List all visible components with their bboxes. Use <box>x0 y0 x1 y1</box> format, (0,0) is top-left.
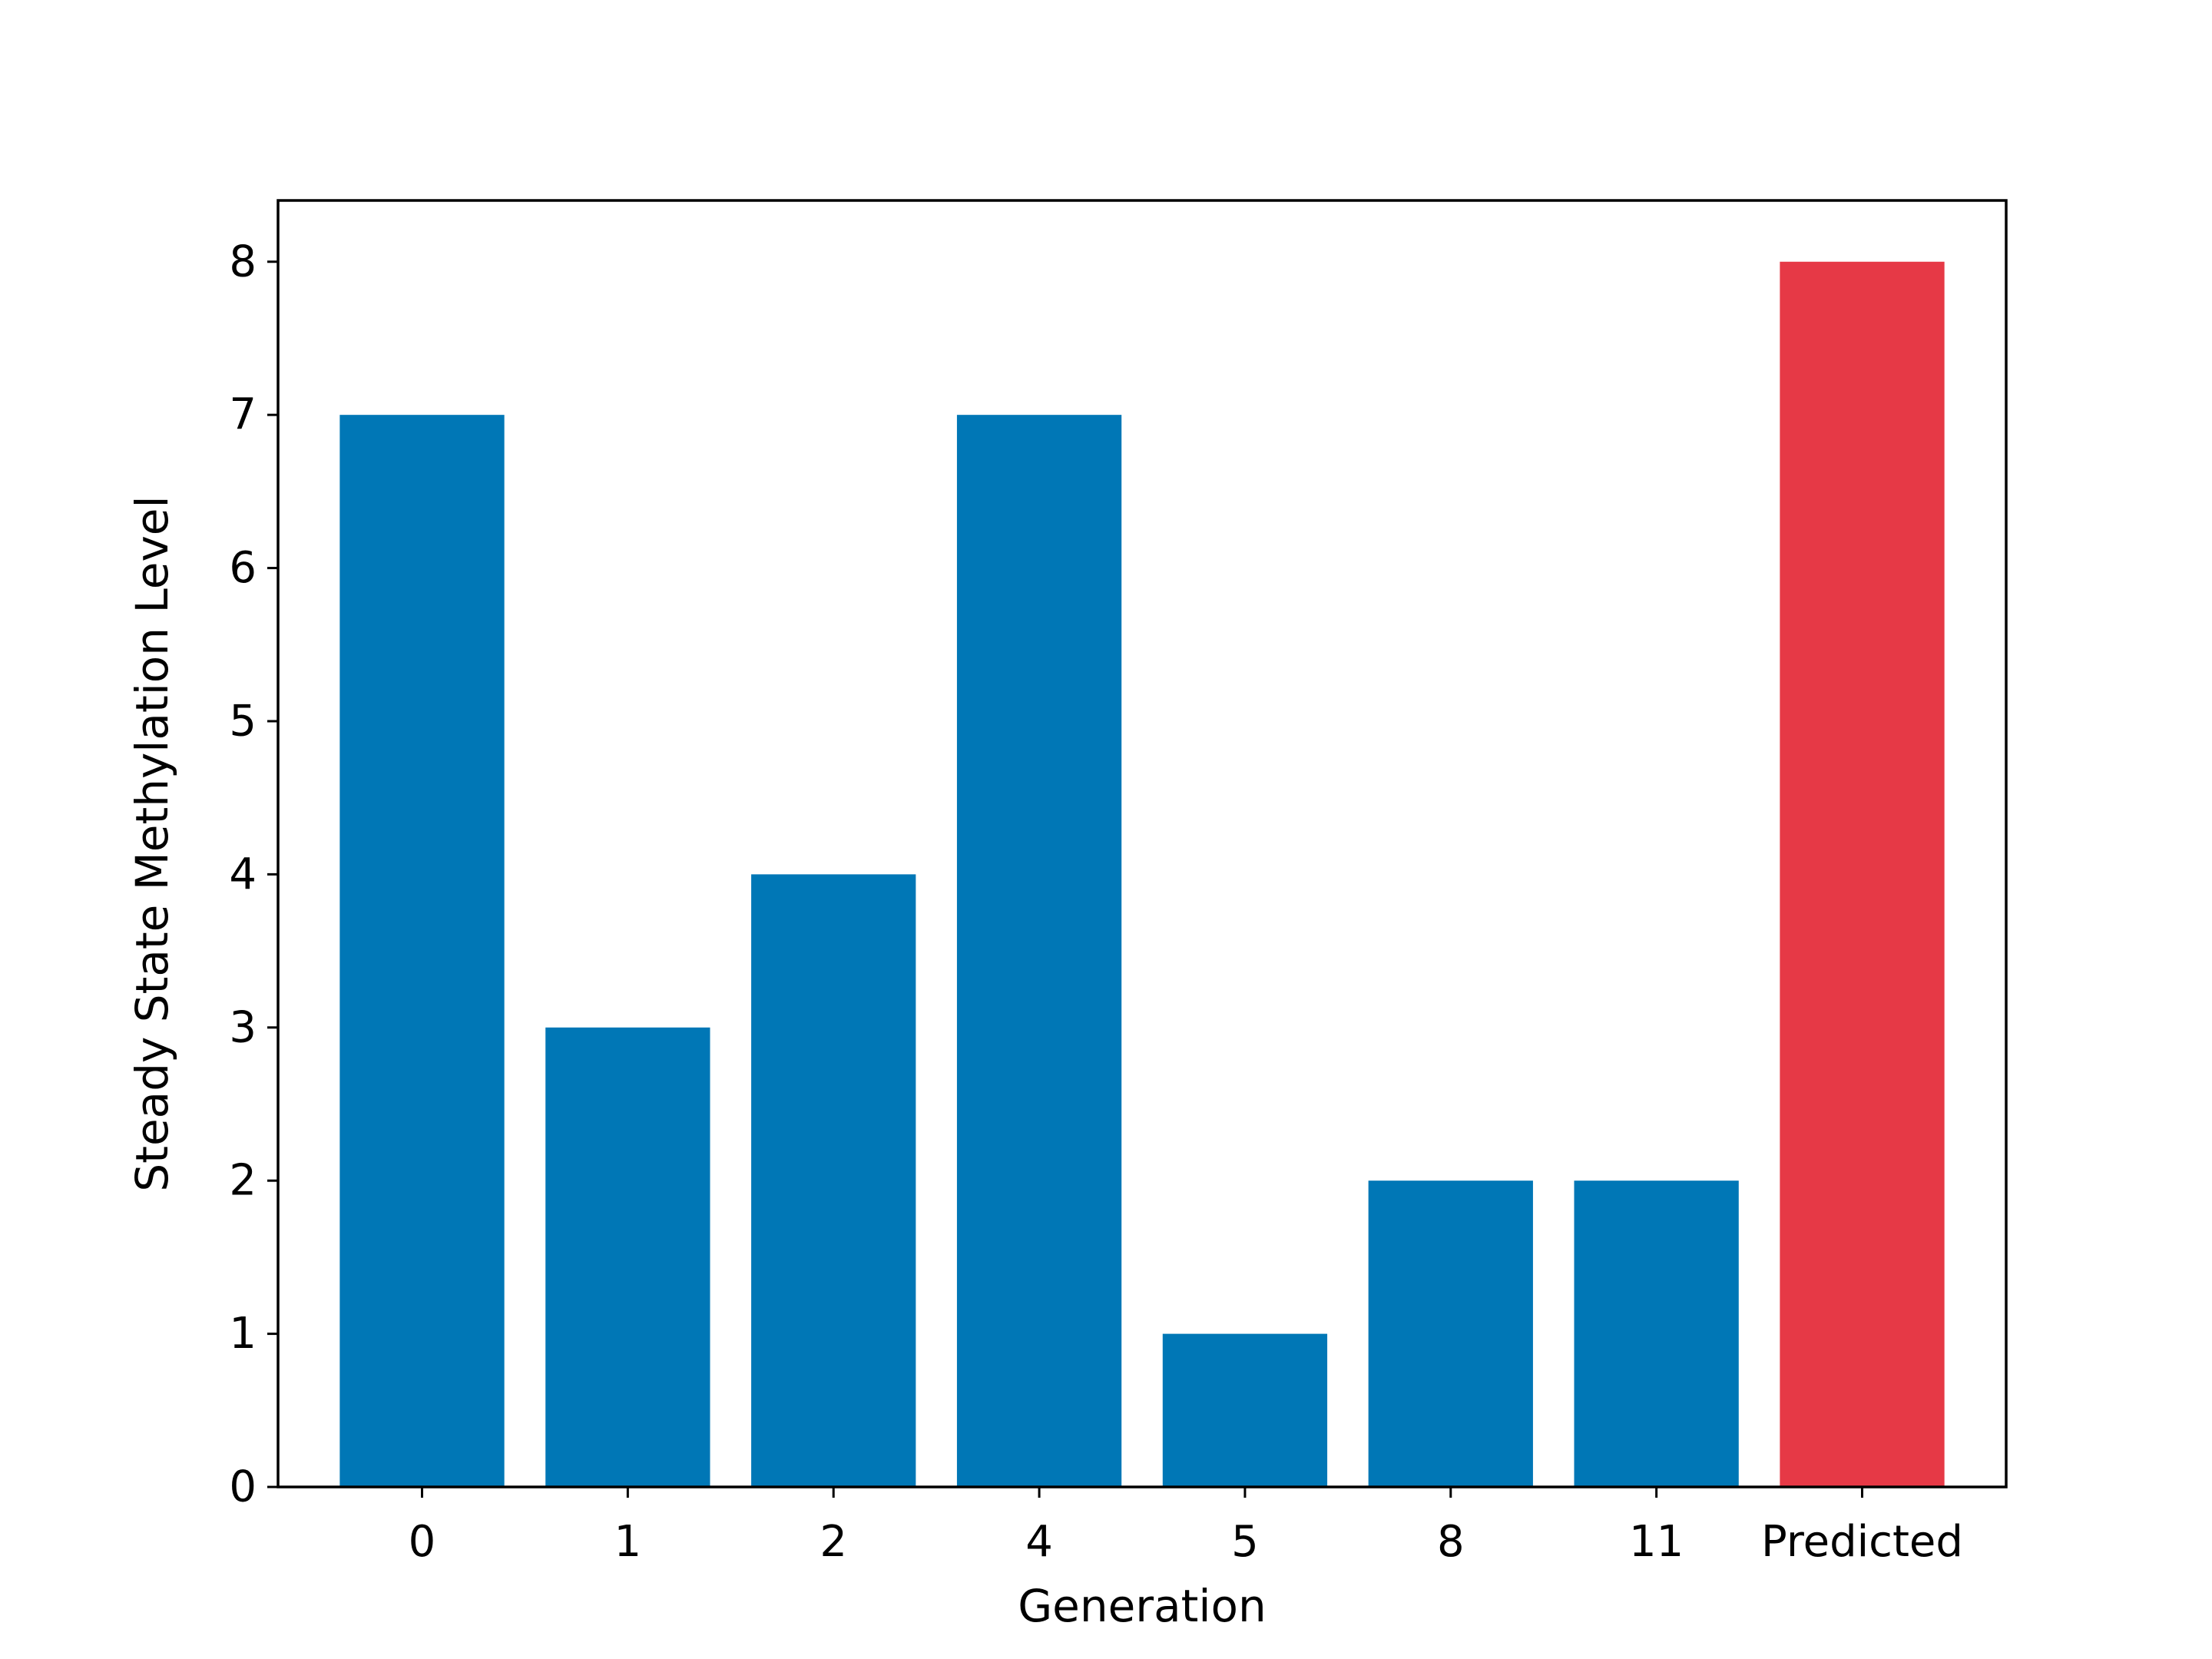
x-tick-label: 0 <box>409 1517 436 1567</box>
y-tick-label: 6 <box>229 543 257 593</box>
x-tick-label: 2 <box>820 1517 847 1567</box>
y-tick-label: 5 <box>229 696 257 746</box>
x-tick-label: Predicted <box>1761 1517 1963 1567</box>
x-axis-ticks: 0 1 2 4 5 8 11 Predicted <box>409 1487 1963 1567</box>
y-tick-label: 2 <box>229 1156 257 1206</box>
y-tick-label: 1 <box>229 1309 257 1359</box>
x-tick-label: 8 <box>1437 1517 1465 1567</box>
bar-11 <box>1574 1181 1739 1487</box>
x-tick-label: 5 <box>1231 1517 1259 1567</box>
bar-8 <box>1368 1181 1533 1487</box>
bar-2 <box>751 874 916 1487</box>
x-axis-label: Generation <box>1018 1580 1267 1632</box>
bar-series <box>339 261 1945 1487</box>
x-tick-label: 4 <box>1025 1517 1053 1567</box>
bar-5 <box>1162 1333 1328 1487</box>
plot-frame <box>276 199 2008 1488</box>
bar-0 <box>339 415 505 1487</box>
bar-1 <box>545 1027 710 1487</box>
y-axis-ticks: 0 1 2 3 4 5 6 7 8 <box>229 237 278 1512</box>
y-tick-label: 7 <box>229 390 257 440</box>
x-tick-label: 11 <box>1629 1517 1684 1567</box>
y-tick-label: 4 <box>229 849 257 899</box>
y-tick-label: 3 <box>229 1002 257 1052</box>
x-tick-label: 1 <box>614 1517 642 1567</box>
y-axis-label: Steady State Methylation Level <box>126 495 178 1191</box>
bar-4 <box>956 415 1122 1487</box>
y-tick-label: 0 <box>229 1462 257 1512</box>
y-tick-label: 8 <box>229 237 257 286</box>
bar-predicted <box>1780 261 1945 1487</box>
